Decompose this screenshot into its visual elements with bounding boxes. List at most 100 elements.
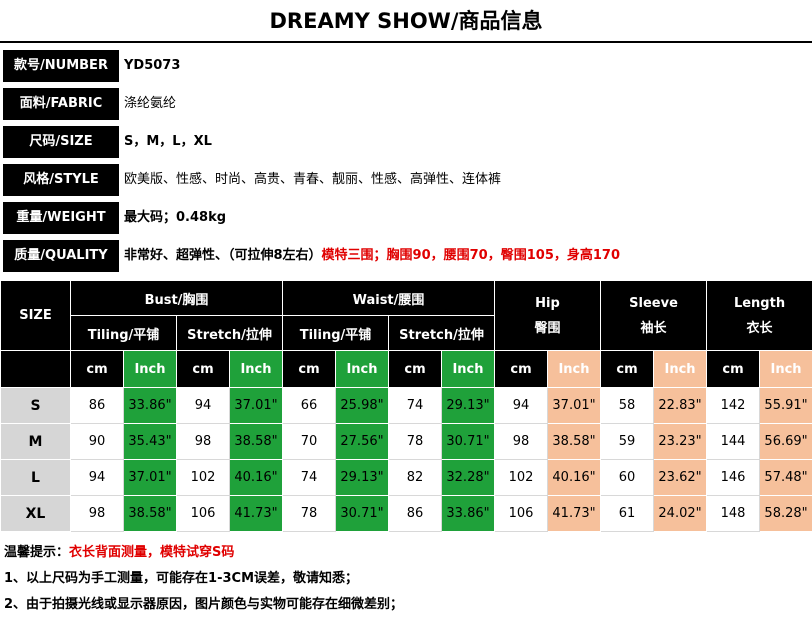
info-value: 非常好、超弹性、（可拉伸8左右）模特三围；胸围90，腰围70，臀围105，身高1… bbox=[124, 240, 620, 272]
length-inch: 57.48" bbox=[759, 459, 812, 496]
sleeve-cm: 59 bbox=[600, 423, 655, 460]
waist-tiling-cm: 70 bbox=[282, 423, 336, 460]
bust-stretch-inch: 37.01" bbox=[229, 387, 283, 424]
info-label: 风格/STYLE bbox=[3, 164, 119, 196]
info-row-style: 风格/STYLE 欧美版、性感、时尚、高贵、青春、靓丽、性感、高弹性、连体裤 bbox=[0, 164, 812, 196]
unit-cm: cm bbox=[70, 350, 124, 388]
note-line-2: 2、由于拍摄光线或显示器原因，图片颜色与实物可能存在细微差别； bbox=[4, 597, 404, 612]
waist-tiling-cm: 74 bbox=[282, 459, 336, 496]
page-title: DREAMY SHOW/商品信息 bbox=[269, 9, 543, 33]
hip-inch: 41.73" bbox=[546, 495, 602, 532]
unit-cm: cm bbox=[600, 350, 655, 388]
length-inch: 58.28" bbox=[759, 495, 812, 532]
length-cm: 146 bbox=[706, 459, 761, 496]
info-row-weight: 重量/WEIGHT 最大码；0.48kg bbox=[0, 202, 812, 234]
info-row-size: 尺码/SIZE S，M，L，XL bbox=[0, 126, 812, 158]
sleeve-header-en: Sleeve bbox=[629, 295, 678, 311]
hip-inch: 40.16" bbox=[546, 459, 602, 496]
waist-stretch-inch: 30.71" bbox=[441, 423, 495, 460]
note-line-1: 1、以上尺码为手工测量，可能存在1-3CM误差，敬请知悉； bbox=[4, 571, 359, 586]
bust-stretch-inch: 38.58" bbox=[229, 423, 283, 460]
unit-inch: Inch bbox=[546, 350, 602, 388]
info-value: 欧美版、性感、时尚、高贵、青春、靓丽、性感、高弹性、连体裤 bbox=[124, 172, 502, 187]
unit-inch: Inch bbox=[759, 350, 812, 388]
waist-tiling-cm: 66 bbox=[282, 387, 336, 424]
bust-stretch-cm: 102 bbox=[176, 459, 230, 496]
waist-tiling-inch: 25.98" bbox=[335, 387, 389, 424]
size-cell: M bbox=[0, 423, 71, 460]
sleeve-inch: 22.83" bbox=[653, 387, 708, 424]
unit-inch: Inch bbox=[441, 350, 495, 388]
size-cell: XL bbox=[0, 495, 71, 532]
title-divider bbox=[0, 41, 812, 43]
bust-stretch-cm: 94 bbox=[176, 387, 230, 424]
notes: 温馨提示：衣长背面测量，模特试穿S码 1、以上尺码为手工测量，可能存在1-3CM… bbox=[4, 543, 403, 621]
waist-stretch-inch: 29.13" bbox=[441, 387, 495, 424]
bust-stretch-cm: 98 bbox=[176, 423, 230, 460]
bust-tiling-cm: 98 bbox=[70, 495, 124, 532]
sleeve-cm: 58 bbox=[600, 387, 655, 424]
size-chart-table: SIZE Bust/胸围 Waist/腰围 Hip 臀围 Sleeve 袖长 L… bbox=[0, 280, 812, 532]
length-header-cn: 衣长 bbox=[746, 320, 773, 336]
size-cell: L bbox=[0, 459, 71, 496]
waist-stretch-inch: 32.28" bbox=[441, 459, 495, 496]
tip-line: 温馨提示：衣长背面测量，模特试穿S码 bbox=[4, 543, 403, 569]
info-label: 尺码/SIZE bbox=[3, 126, 119, 158]
table-row-m: M 90 35.43" 98 38.58" 70 27.56" 78 30.71… bbox=[0, 423, 812, 460]
bust-tiling-cm: 90 bbox=[70, 423, 124, 460]
info-row-quality: 质量/QUALITY 非常好、超弹性、（可拉伸8左右）模特三围；胸围90，腰围7… bbox=[0, 240, 812, 272]
sleeve-cm: 61 bbox=[600, 495, 655, 532]
hip-cm: 98 bbox=[494, 423, 548, 460]
waist-stretch-inch: 33.86" bbox=[441, 495, 495, 532]
hip-header-cn: 臀围 bbox=[534, 320, 561, 336]
table-row-s: S 86 33.86" 94 37.01" 66 25.98" 74 29.13… bbox=[0, 387, 812, 424]
length-cm: 142 bbox=[706, 387, 761, 424]
length-cm: 144 bbox=[706, 423, 761, 460]
info-label: 质量/QUALITY bbox=[3, 240, 119, 272]
waist-stretch-cm: 74 bbox=[388, 387, 442, 424]
bust-tiling-inch: 38.58" bbox=[123, 495, 177, 532]
info-label: 款号/NUMBER bbox=[3, 50, 119, 82]
bust-tiling-inch: 35.43" bbox=[123, 423, 177, 460]
bust-tiling-inch: 33.86" bbox=[123, 387, 177, 424]
bust-tiling-cm: 94 bbox=[70, 459, 124, 496]
bust-stretch-cm: 106 bbox=[176, 495, 230, 532]
table-row-xl: XL 98 38.58" 106 41.73" 78 30.71" 86 33.… bbox=[0, 495, 812, 532]
bust-stretch-header: Stretch/拉伸 bbox=[176, 315, 283, 351]
model-measurements: 模特三围；胸围90，腰围70，臀围105，身高170 bbox=[321, 248, 621, 263]
bust-tiling-cm: 86 bbox=[70, 387, 124, 424]
hip-cm: 106 bbox=[494, 495, 548, 532]
quality-text: 非常好、超弹性、（可拉伸8左右） bbox=[124, 248, 322, 263]
unit-inch: Inch bbox=[123, 350, 177, 388]
sleeve-inch: 24.02" bbox=[653, 495, 708, 532]
sleeve-header-cn: 袖长 bbox=[640, 320, 667, 336]
waist-tiling-header: Tiling/平铺 bbox=[282, 315, 389, 351]
length-cm: 148 bbox=[706, 495, 761, 532]
length-inch: 56.69" bbox=[759, 423, 812, 460]
hip-cm: 102 bbox=[494, 459, 548, 496]
waist-stretch-cm: 82 bbox=[388, 459, 442, 496]
hip-inch: 38.58" bbox=[546, 423, 602, 460]
table-row-l: L 94 37.01" 102 40.16" 74 29.13" 82 32.2… bbox=[0, 459, 812, 496]
hip-header: Hip 臀围 bbox=[493, 280, 602, 351]
tip-text: 衣长背面测量，模特试穿S码 bbox=[69, 545, 235, 560]
bust-stretch-inch: 41.73" bbox=[229, 495, 283, 532]
length-header: Length 衣长 bbox=[706, 280, 812, 351]
info-value: 最大码；0.48kg bbox=[124, 210, 227, 225]
unit-cm: cm bbox=[388, 350, 442, 388]
info-label: 面料/FABRIC bbox=[3, 88, 119, 120]
sleeve-cm: 60 bbox=[600, 459, 655, 496]
bust-header: Bust/胸围 bbox=[70, 280, 283, 316]
bust-tiling-header: Tiling/平铺 bbox=[70, 315, 177, 351]
info-row-number: 款号/NUMBER YD5073 bbox=[0, 50, 812, 82]
info-value: S，M，L，XL bbox=[124, 134, 212, 149]
waist-stretch-cm: 86 bbox=[388, 495, 442, 532]
unit-cm: cm bbox=[176, 350, 230, 388]
bust-tiling-inch: 37.01" bbox=[123, 459, 177, 496]
sleeve-inch: 23.23" bbox=[653, 423, 708, 460]
waist-tiling-inch: 30.71" bbox=[335, 495, 389, 532]
waist-tiling-cm: 78 bbox=[282, 495, 336, 532]
unit-inch: Inch bbox=[229, 350, 283, 388]
waist-tiling-inch: 29.13" bbox=[335, 459, 389, 496]
hip-header-en: Hip bbox=[535, 295, 560, 311]
